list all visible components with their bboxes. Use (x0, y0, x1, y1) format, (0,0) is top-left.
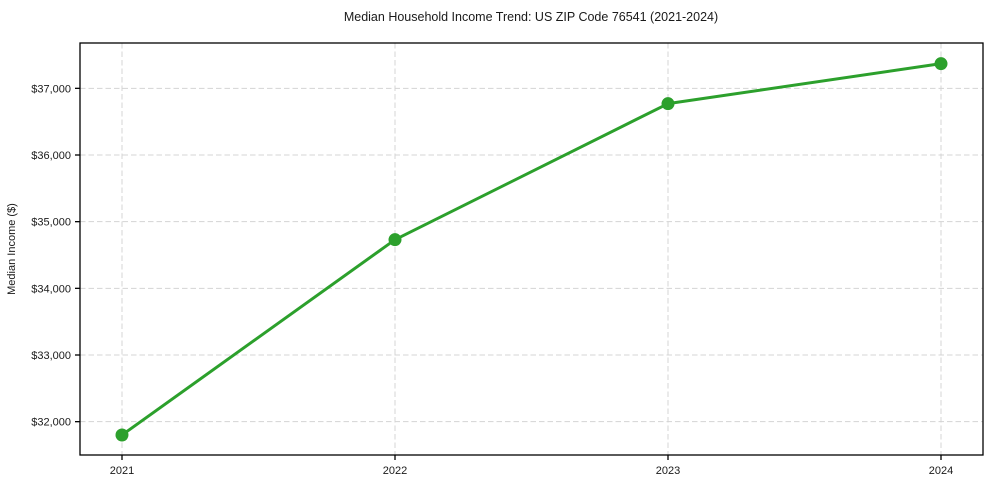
y-tick-label: $32,000 (31, 417, 71, 429)
data-point-2022 (388, 233, 402, 247)
axes-spines (79, 42, 984, 456)
plot-area: $32,000 $33,000 $34,000 $35,000 $36,000 $37,0… (31, 42, 984, 477)
income-trend-line (120, 62, 943, 437)
chart-title: Median Household Income Trend: US ZIP Co… (344, 10, 718, 24)
data-point-2021 (115, 428, 129, 442)
y-tick-label: $34,000 (31, 283, 71, 295)
x-tick-label: 2024 (929, 465, 953, 477)
x-tick-label: 2023 (656, 465, 680, 477)
y-tick-label: $36,000 (31, 150, 71, 162)
x-tick-label: 2021 (110, 465, 134, 477)
y-axis-label: Median Income ($) (6, 203, 18, 295)
y-tick-label: $37,000 (31, 83, 71, 95)
data-point-2023 (661, 97, 675, 111)
y-tick-label: $35,000 (31, 217, 71, 229)
x-tick-label: 2022 (383, 465, 407, 477)
data-point-2024 (934, 57, 948, 71)
y-tick-label: $33,000 (31, 350, 71, 362)
